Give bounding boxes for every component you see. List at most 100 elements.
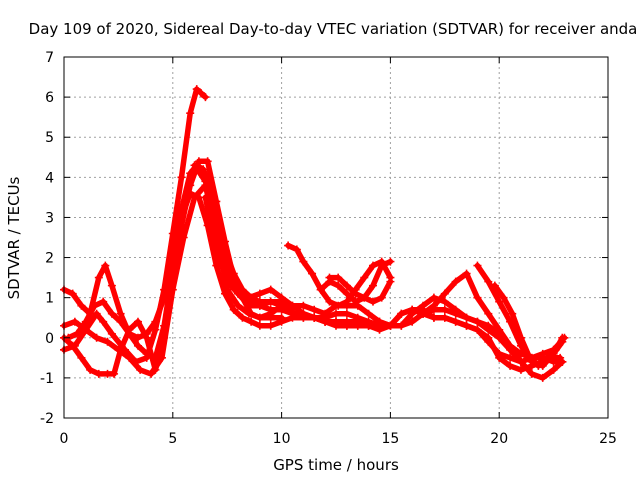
data-point: [255, 301, 264, 310]
y-tick-label: 5: [45, 130, 54, 146]
data-point: [538, 373, 547, 382]
data-point: [495, 349, 504, 358]
data-point: [186, 189, 195, 198]
data-point: [377, 293, 386, 302]
data-point: [177, 173, 186, 182]
data-point: [133, 341, 142, 350]
x-tick-label: 0: [60, 431, 69, 447]
data-point: [221, 289, 230, 298]
chart-title: Day 109 of 2020, Sidereal Day-to-day VTE…: [29, 20, 638, 38]
data-point: [360, 273, 369, 282]
data-point: [484, 337, 493, 346]
data-point: [364, 309, 373, 318]
data-point: [244, 309, 253, 318]
data-point: [368, 281, 377, 290]
data-point: [462, 321, 471, 330]
data-point: [310, 305, 319, 314]
data-point: [255, 289, 264, 298]
data-point: [151, 317, 160, 326]
data-point: [234, 301, 243, 310]
data-point: [277, 305, 286, 314]
data-point: [495, 325, 504, 334]
data-point: [151, 353, 160, 362]
data-point: [244, 297, 253, 306]
data-point: [549, 365, 558, 374]
data-point: [203, 157, 212, 166]
data-point: [142, 333, 151, 342]
data-point: [490, 281, 499, 290]
data-point: [429, 301, 438, 310]
data-point: [197, 89, 206, 98]
data-point: [238, 313, 247, 322]
y-tick-label: 4: [45, 170, 54, 186]
data-point: [332, 317, 340, 326]
series-track-11: [325, 273, 395, 306]
data-point: [473, 325, 482, 334]
data-point: [451, 277, 460, 286]
data-point: [429, 293, 438, 302]
data-point: [92, 333, 101, 342]
data-point: [212, 213, 221, 222]
data-point: [201, 177, 210, 186]
data-point: [368, 297, 377, 306]
data-point: [375, 317, 384, 326]
data-point: [558, 333, 567, 342]
data-point: [247, 317, 256, 326]
data-point: [473, 261, 482, 270]
data-point: [508, 309, 517, 318]
data-point: [334, 273, 343, 282]
data-point: [484, 277, 493, 286]
data-point: [386, 277, 395, 286]
y-axis-label: SDTVAR / TECUs: [5, 176, 23, 299]
x-tick-label: 15: [381, 431, 399, 447]
data-point: [284, 241, 293, 250]
data-point: [525, 353, 534, 362]
data-point: [201, 193, 210, 202]
data-point: [419, 301, 428, 310]
data-point: [77, 353, 86, 362]
data-point: [360, 293, 369, 302]
data-point: [107, 281, 116, 290]
data-point: [192, 85, 201, 94]
data-point: [266, 321, 275, 330]
data-point: [440, 305, 449, 314]
data-point: [308, 269, 317, 278]
data-point: [342, 281, 351, 290]
data-point: [125, 353, 134, 362]
data-point: [212, 241, 221, 250]
data-point: [277, 317, 286, 326]
data-point: [288, 301, 297, 310]
data-point: [462, 269, 471, 278]
data-point: [114, 345, 123, 354]
data-point: [86, 365, 95, 374]
data-point: [310, 313, 319, 322]
data-point: [125, 329, 134, 338]
data-point: [266, 285, 275, 294]
data-point: [266, 297, 275, 306]
data-point: [136, 365, 145, 374]
series-track-14: [490, 281, 567, 370]
data-point: [351, 297, 360, 306]
data-point: [368, 261, 377, 270]
y-tick-label: 1: [45, 291, 54, 307]
data-point: [377, 261, 386, 270]
data-point: [107, 329, 116, 338]
data-point: [516, 357, 525, 366]
data-point: [70, 317, 79, 326]
data-point: [342, 321, 351, 330]
y-tick-label: 3: [45, 210, 54, 226]
y-tick-label: 0: [45, 331, 54, 347]
data-point: [266, 305, 275, 314]
data-point: [277, 293, 286, 302]
y-tick-label: -1: [40, 371, 54, 387]
data-point: [223, 273, 232, 282]
data-point: [516, 365, 525, 374]
data-point: [440, 313, 449, 322]
data-point: [321, 317, 330, 326]
data-point: [364, 321, 373, 330]
data-point: [133, 317, 142, 326]
y-tick-label: 6: [45, 90, 54, 106]
data-point: [94, 369, 103, 378]
data-point: [255, 313, 264, 322]
data-point: [316, 285, 325, 294]
